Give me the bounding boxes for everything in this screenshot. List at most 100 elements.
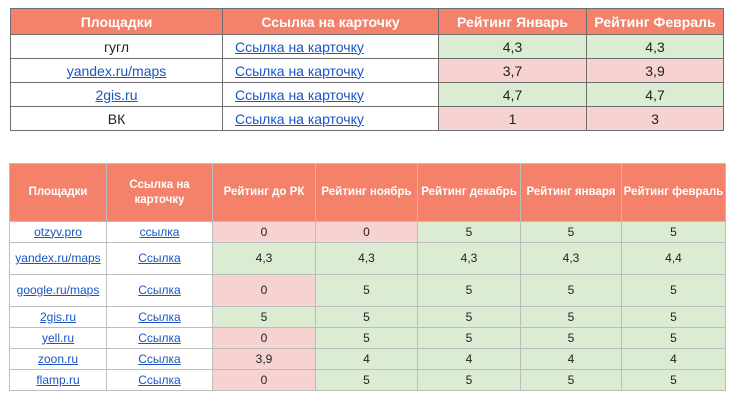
card-link[interactable]: Ссылка на карточку — [235, 86, 364, 103]
table2-rating-november: 0 — [315, 221, 418, 243]
table2-link-cell: Ссылка — [106, 306, 213, 328]
card-link[interactable]: Ссылка — [138, 372, 181, 387]
table2-site-cell: 2gis.ru — [9, 306, 107, 328]
table2-rating-before-campaign: 0 — [212, 327, 316, 349]
table2-rating-december: 4 — [417, 348, 521, 370]
table1-row: гугл Ссылка на карточку 4,3 4,3 — [10, 34, 724, 59]
table2-rating-before-campaign: 3,9 — [212, 348, 316, 370]
table2-header-row: Площадки Ссылка на карточку Рейтинг до Р… — [9, 163, 726, 222]
table1-header-platforms: Площадки — [10, 8, 223, 35]
table2-rating-january: 4,3 — [520, 242, 622, 275]
table2-site-link[interactable]: yandex.ru/maps — [15, 251, 101, 265]
table1-link-cell: Ссылка на карточку — [222, 82, 439, 107]
table2-rating-january: 5 — [520, 274, 622, 307]
table2-site-cell: google.ru/maps — [9, 274, 107, 307]
table2-site-cell: yell.ru — [9, 327, 107, 349]
card-link[interactable]: Ссылка — [138, 251, 181, 265]
table1-header-february: Рейтинг Февраль — [586, 8, 724, 35]
table1-january-rating: 3,7 — [438, 58, 587, 83]
table2-header-link: Ссылка на карточку — [106, 163, 213, 222]
table2-rating-february: 5 — [621, 274, 726, 307]
table2-rating-january: 5 — [520, 369, 622, 391]
card-link[interactable]: Ссылка на карточку — [235, 62, 364, 79]
table2-rating-november: 5 — [315, 327, 418, 349]
table2-site-cell: flamp.ru — [9, 369, 107, 391]
table2-row: yandex.ru/maps Ссылка 4,3 4,3 4,3 4,3 4,4 — [9, 242, 726, 275]
table2-link-cell: Ссылка — [106, 274, 213, 307]
table2-header-february: Рейтинг февраль — [621, 163, 726, 222]
table2-rating-january: 4 — [520, 348, 622, 370]
table2-rating-february: 4,4 — [621, 242, 726, 275]
card-link[interactable]: ссылка — [139, 224, 180, 239]
table2-header-before-campaign: Рейтинг до РК — [212, 163, 316, 222]
table2-link-cell: ссылка — [106, 221, 213, 243]
table1-row: ВК Ссылка на карточку 1 3 — [10, 106, 724, 131]
table2-row: google.ru/maps Ссылка 0 5 5 5 5 — [9, 274, 726, 307]
table2-site-link[interactable]: otzyv.pro — [34, 224, 82, 239]
table1-site-link[interactable]: yandex.ru/maps — [66, 62, 167, 79]
table2-rating-january: 5 — [520, 306, 622, 328]
table2-header-december: Рейтинг декабрь — [417, 163, 521, 222]
table2-header-november: Рейтинг ноябрь — [315, 163, 418, 222]
table1-link-cell: Ссылка на карточку — [222, 58, 439, 83]
table2-row: 2gis.ru Ссылка 5 5 5 5 5 — [9, 306, 726, 328]
table1-header-january: Рейтинг Январь — [438, 8, 587, 35]
card-link[interactable]: Ссылка на карточку — [235, 38, 364, 55]
table2-rating-december: 4,3 — [417, 242, 521, 275]
table2-rating-before-campaign: 5 — [212, 306, 316, 328]
card-link[interactable]: Ссылка — [138, 351, 181, 366]
table1-january-rating: 4,7 — [438, 82, 587, 107]
table2-site-link[interactable]: zoon.ru — [37, 351, 79, 366]
table1-link-cell: Ссылка на карточку — [222, 34, 439, 59]
table2-site-link[interactable]: yell.ru — [41, 330, 74, 345]
table1-row: yandex.ru/maps Ссылка на карточку 3,7 3,9 — [10, 58, 724, 83]
table2-row: zoon.ru Ссылка 3,9 4 4 4 4 — [9, 348, 726, 370]
table1-site-name: ВК — [107, 110, 126, 127]
table2-row: otzyv.pro ссылка 0 0 5 5 5 — [9, 221, 726, 243]
table2-site-link[interactable]: 2gis.ru — [39, 309, 77, 324]
table1-row: 2gis.ru Ссылка на карточку 4,7 4,7 — [10, 82, 724, 107]
table1-february-rating: 4,3 — [586, 34, 724, 59]
table1-february-rating: 4,7 — [586, 82, 724, 107]
table2-rating-december: 5 — [417, 306, 521, 328]
table1-site-cell: 2gis.ru — [10, 82, 223, 107]
table2-link-cell: Ссылка — [106, 348, 213, 370]
table2-rating-february: 5 — [621, 221, 726, 243]
table2-site-cell: yandex.ru/maps — [9, 242, 107, 275]
table1-site-cell: yandex.ru/maps — [10, 58, 223, 83]
table1-site-cell: ВК — [10, 106, 223, 131]
table1-site-link[interactable]: 2gis.ru — [95, 86, 138, 103]
table2-rating-december: 5 — [417, 369, 521, 391]
table1-site-name: гугл — [103, 38, 130, 55]
table2-rating-february: 5 — [621, 306, 726, 328]
table2-rating-november: 4,3 — [315, 242, 418, 275]
table2-site-cell: otzyv.pro — [9, 221, 107, 243]
table2-rating-november: 4 — [315, 348, 418, 370]
table2-rating-before-campaign: 4,3 — [212, 242, 316, 275]
table2-link-cell: Ссылка — [106, 242, 213, 275]
card-link[interactable]: Ссылка — [138, 309, 181, 324]
table1-site-cell: гугл — [10, 34, 223, 59]
table2-site-link[interactable]: flamp.ru — [36, 372, 80, 387]
table2-rating-december: 5 — [417, 327, 521, 349]
table2-rating-december: 5 — [417, 274, 521, 307]
table2-rating-january: 5 — [520, 327, 622, 349]
table2-rating-february: 5 — [621, 327, 726, 349]
table2-link-cell: Ссылка — [106, 327, 213, 349]
card-link[interactable]: Ссылка на карточку — [235, 110, 364, 127]
card-link[interactable]: Ссылка — [138, 283, 181, 297]
table2-rating-november: 5 — [315, 274, 418, 307]
table2-rating-before-campaign: 0 — [212, 274, 316, 307]
table2-site-link[interactable]: google.ru/maps — [16, 283, 100, 297]
table1-february-rating: 3,9 — [586, 58, 724, 83]
table2-rating-december: 5 — [417, 221, 521, 243]
ratings-summary-table: Площадки Ссылка на карточку Рейтинг Янва… — [10, 8, 724, 131]
table2-header-january: Рейтинг января — [520, 163, 622, 222]
table2-rating-november: 5 — [315, 306, 418, 328]
table1-january-rating: 4,3 — [438, 34, 587, 59]
table1-link-cell: Ссылка на карточку — [222, 106, 439, 131]
card-link[interactable]: Ссылка — [138, 330, 181, 345]
table2-row: flamp.ru Ссылка 0 5 5 5 5 — [9, 369, 726, 391]
table2-rating-february: 5 — [621, 369, 726, 391]
table2-rating-january: 5 — [520, 221, 622, 243]
